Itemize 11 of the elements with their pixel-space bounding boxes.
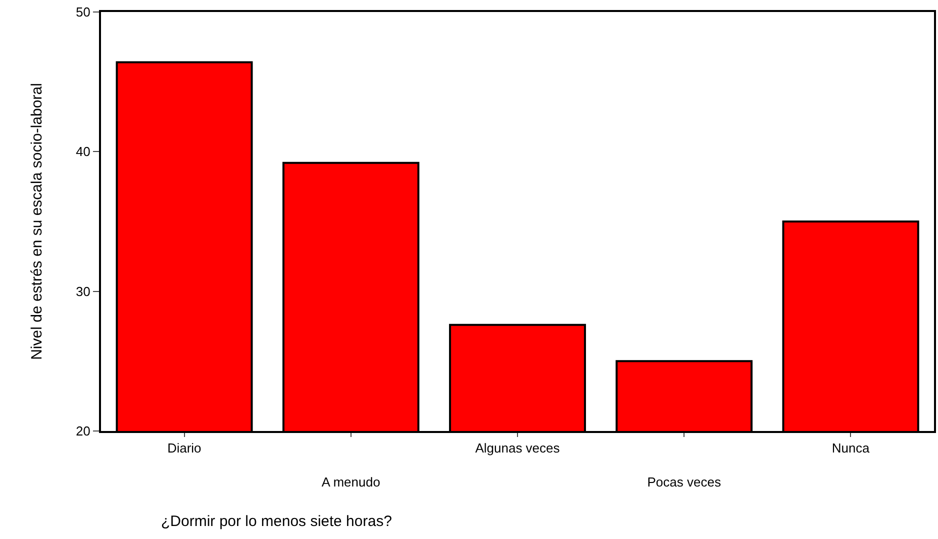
x-tick-label: Diario bbox=[167, 440, 202, 456]
y-axis-title: Nivel de estrés en su escala socio-laboral bbox=[28, 83, 46, 360]
y-tick-label: 50 bbox=[76, 4, 90, 20]
x-tick-label: Pocas veces bbox=[647, 474, 722, 490]
x-axis-title: ¿Dormir por lo menos siete horas? bbox=[161, 513, 392, 530]
x-tick-label: Nunca bbox=[832, 440, 870, 456]
y-tick-label: 40 bbox=[76, 144, 90, 160]
y-tick-label: 20 bbox=[76, 424, 90, 439]
x-tick-label: A menudo bbox=[322, 474, 380, 490]
x-tick-label: Algunas veces bbox=[475, 440, 560, 456]
y-tick-label: 30 bbox=[76, 284, 90, 299]
